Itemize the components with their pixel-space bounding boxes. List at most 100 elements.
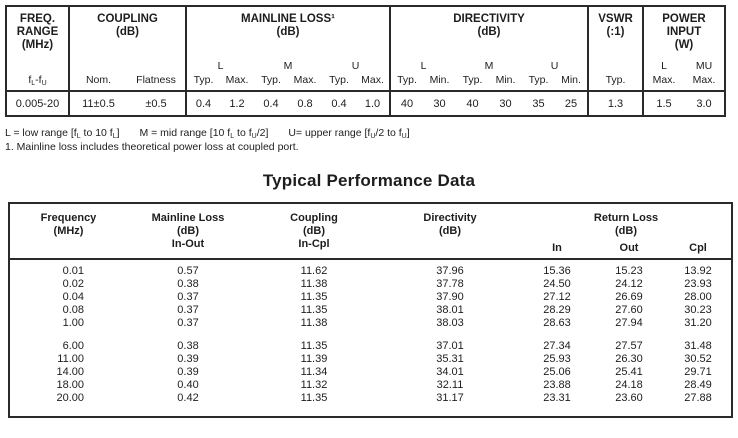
spec-sublabel-ml-m-max: Max. xyxy=(293,74,317,86)
spacer-row xyxy=(9,330,732,340)
spec-value-freq-range: 0.005-20 xyxy=(6,90,69,116)
perf-cell-rl_in: 28.29 xyxy=(543,304,571,316)
perf-cell-rl_in: 28.63 xyxy=(543,317,571,329)
perf-cell-rl_cpl: 28.00 xyxy=(684,291,712,303)
perf-cell-rl_in: 27.34 xyxy=(543,340,571,352)
perf-cell-rl_out: 27.60 xyxy=(615,304,643,316)
spec-sublabel-ml-m-typ: Typ. xyxy=(261,74,281,86)
perf-cell-cpl: 11.38 xyxy=(300,317,328,329)
perf-cell-rl_in: 23.88 xyxy=(543,379,571,391)
spec-value-vswr-typ: 1.3 xyxy=(587,90,643,116)
spec-band-row: L M U L M U L MU xyxy=(6,58,725,74)
spec-value-row: 0.005-20 11±0.5 ±0.5 0.4 1.2 0.4 0.8 0.4… xyxy=(6,90,725,116)
spec-value-power-mu-max: 3.0 xyxy=(684,90,725,116)
spec-sublabel-dir-m-min: Min. xyxy=(495,74,516,86)
perf-cell-dir: 31.17 xyxy=(436,392,464,404)
perf-cell-rl_in: 24.50 xyxy=(543,278,571,290)
perf-cell-dir: 38.03 xyxy=(436,317,464,329)
perf-cell-rl_out: 23.60 xyxy=(615,392,643,404)
perf-cell-rl_cpl: 13.92 xyxy=(684,265,712,277)
perf-cell-dir: 37.78 xyxy=(436,278,464,290)
perf-header-rl-in: In xyxy=(552,242,562,254)
perf-cell-ml: 0.38 xyxy=(177,278,199,290)
perf-cell-freq: 0.04 xyxy=(62,291,84,303)
spec-header-directivity: DIRECTIVITY (dB) xyxy=(389,6,588,58)
spec-value-ml-l-max: 1.2 xyxy=(220,90,254,116)
spec-band-power-mu: MU xyxy=(695,60,713,72)
spec-sublabel-row: fL-fU Nom. Flatness Typ. Max. Typ. Max. … xyxy=(6,74,725,91)
spec-table-head: FREQ. RANGE (MHz) COUPLING (dB) MAINLINE LO… xyxy=(6,6,725,91)
spec-sublabel-ml-l-typ: Typ. xyxy=(185,74,220,91)
spec-header-vswr: VSWR (:1) xyxy=(587,6,643,58)
spec-header-mainline-loss: MAINLINE LOSS¹ (dB) xyxy=(185,6,390,58)
footnotes: L = low range [fL to 10 fL] M = mid rang… xyxy=(5,126,410,154)
spec-sublabel-freq: fL-fU xyxy=(28,74,47,87)
spec-value-ml-m-max: 0.8 xyxy=(288,90,322,116)
perf-cell-cpl: 11.39 xyxy=(300,353,328,365)
perf-cell-ml: 0.39 xyxy=(177,353,199,365)
perf-cell-dir: 37.01 xyxy=(436,340,464,352)
perf-table-row: 11.00 0.39 11.39 35.31 25.93 26.30 30.52 xyxy=(9,353,732,366)
perf-cell-cpl: 11.35 xyxy=(300,392,328,404)
perf-cell-freq: 20.00 xyxy=(56,392,84,404)
perf-cell-rl_in: 25.06 xyxy=(543,366,571,378)
perf-cell-rl_out: 27.57 xyxy=(615,340,643,352)
range-def-low: L = low range [fL to 10 fL] xyxy=(5,127,120,140)
perf-cell-rl_cpl: 30.52 xyxy=(684,353,712,365)
perf-header-row-2: In Out Cpl xyxy=(9,241,732,259)
footnote-1: 1. Mainline loss includes theoretical po… xyxy=(5,141,299,153)
perf-cell-freq: 1.00 xyxy=(62,317,84,329)
perf-cell-ml: 0.39 xyxy=(177,366,199,378)
spec-table-body: 0.005-20 11±0.5 ±0.5 0.4 1.2 0.4 0.8 0.4… xyxy=(6,90,725,116)
spec-header-freq-range: FREQ. RANGE (MHz) xyxy=(16,13,59,51)
spec-value-dir-u-typ: 35 xyxy=(522,90,555,116)
spacer-row xyxy=(9,405,732,417)
spec-sublabel-ml-l-max: Max. xyxy=(225,74,249,86)
perf-cell-rl_cpl: 31.20 xyxy=(684,317,712,329)
perf-cell-dir: 38.01 xyxy=(436,304,464,316)
perf-cell-freq: 14.00 xyxy=(56,366,84,378)
spec-band-mainline-l: L xyxy=(185,58,254,74)
spec-value-dir-l-min: 30 xyxy=(423,90,456,116)
perf-cell-cpl: 11.62 xyxy=(300,265,328,277)
spec-band-power-l: L xyxy=(642,58,684,74)
range-definitions-line: L = low range [fL to 10 fL] M = mid rang… xyxy=(5,126,410,140)
spec-sublabel-ml-u-max: Max. xyxy=(361,74,384,86)
range-def-upper: U= upper range [fU/2 to fU] xyxy=(288,127,410,140)
perf-cell-rl_in: 25.93 xyxy=(543,353,571,365)
perf-cell-cpl: 11.35 xyxy=(300,340,328,352)
perf-cell-rl_cpl: 23.93 xyxy=(684,278,712,290)
perf-cell-dir: 37.96 xyxy=(436,265,464,277)
perf-cell-dir: 34.01 xyxy=(436,366,464,378)
spec-sublabel-power-mu-max: Max. xyxy=(692,74,716,86)
perf-cell-cpl: 11.35 xyxy=(300,304,328,316)
perf-cell-freq: 0.01 xyxy=(62,265,84,277)
perf-table-row: 18.00 0.40 11.32 32.11 23.88 24.18 28.49 xyxy=(9,379,732,392)
spec-band-mainline-m: M xyxy=(283,60,293,72)
perf-cell-ml: 0.40 xyxy=(177,379,199,391)
spec-sublabel-dir-u-typ: Typ. xyxy=(528,74,549,86)
perf-header-rl-cpl: Cpl xyxy=(689,242,707,254)
spec-value-dir-m-min: 30 xyxy=(489,90,522,116)
perf-cell-rl_cpl: 30.23 xyxy=(684,304,712,316)
range-def-mid: M = mid range [10 fL to fU/2] xyxy=(139,127,269,140)
perf-cell-freq: 18.00 xyxy=(56,379,84,391)
spacer-cell xyxy=(9,405,732,417)
spec-sublabel-dir-m-typ: Typ. xyxy=(462,74,483,86)
perf-header-rl-out: Out xyxy=(619,242,639,254)
spec-value-ml-u-typ: 0.4 xyxy=(322,90,356,116)
perf-cell-rl_in: 27.12 xyxy=(543,291,571,303)
perf-cell-rl_cpl: 27.88 xyxy=(684,392,712,404)
spec-sublabel-vswr-typ: Typ. xyxy=(587,74,643,91)
spec-sublabel-dir-u-min: Min. xyxy=(561,74,581,86)
spec-value-dir-l-typ: 40 xyxy=(389,90,423,116)
spec-band-mainline-u: U xyxy=(351,60,360,72)
perf-table-row: 20.00 0.42 11.35 31.17 23.31 23.60 27.88 xyxy=(9,392,732,405)
spec-header-coupling: COUPLING (dB) xyxy=(68,6,186,58)
spec-band-freq-empty xyxy=(6,58,69,74)
performance-table-head: Frequency (MHz) Mainline Loss (dB) In-Out C… xyxy=(9,203,732,259)
perf-table-row: 14.00 0.39 11.34 34.01 25.06 25.41 29.71 xyxy=(9,366,732,379)
spec-band-directivity-l: L xyxy=(389,58,456,74)
perf-cell-freq: 0.02 xyxy=(62,278,84,290)
perf-cell-rl_out: 24.18 xyxy=(615,379,643,391)
